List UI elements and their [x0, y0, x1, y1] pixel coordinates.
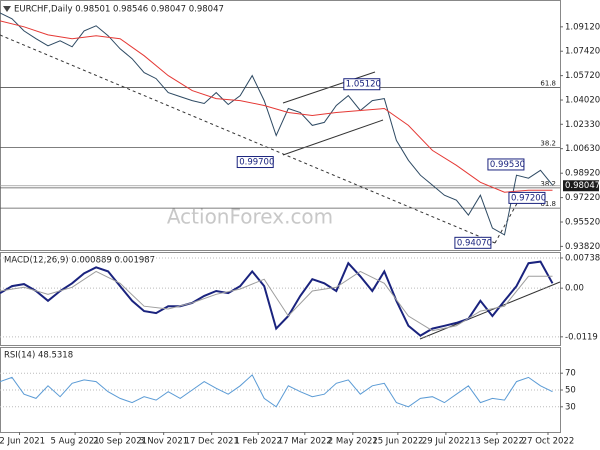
x-tick-label: 17 Mar 2022 [278, 437, 332, 447]
price-annotation-box [236, 156, 274, 169]
x-tick-label: 27 Oct 2022 [522, 437, 575, 447]
series-line [0, 260, 554, 337]
y-tick-label: -0.0119 [565, 332, 598, 342]
y-tick-label: 1.04020 [565, 96, 600, 106]
series-line [0, 20, 553, 193]
x-tick-label: 29 Jul 2022 [422, 437, 470, 447]
y-tick-label: 1.05720 [565, 71, 600, 81]
macd-panel [0, 252, 561, 346]
x-tick-label: 15 Jun 2022 [372, 437, 423, 447]
x-tick-label: 1 Feb 2022 [234, 437, 282, 447]
price-annotation-box [487, 158, 525, 171]
x-tick-label: 20 Sep 2021 [93, 437, 147, 447]
y-tick-label: 0.95520 [565, 218, 600, 228]
y-tick-label: 1.07420 [565, 47, 600, 57]
x-tick-label: 3 Nov 2021 [139, 437, 188, 447]
y-tick-label: 1.09120 [565, 22, 600, 32]
x-tick-label: 17 Dec 2021 [185, 437, 239, 447]
y-tick-label: 70 [565, 369, 576, 379]
price-annotation: 0.94070 [457, 238, 492, 248]
fib-label: 61.8 [540, 80, 556, 88]
price-annotation-box [508, 191, 546, 204]
fib-label: 38.2 [540, 180, 556, 188]
last-price-label: 0.98047 [565, 181, 600, 191]
channel-line [282, 119, 384, 156]
macd-title: MACD(12,26,9) 0.000889 0.001987 [4, 256, 155, 266]
price-annotation: 0.97200 [511, 193, 546, 203]
series-line [0, 270, 553, 332]
last-price-box [563, 180, 599, 192]
series-line [0, 12, 553, 236]
y-tick-label: 0.98920 [565, 169, 600, 179]
x-tick-label: 22 Jun 2021 [0, 437, 45, 447]
price-annotation: 0.99530 [490, 160, 525, 170]
y-tick-label: 1.02330 [565, 120, 600, 130]
x-tick-label: 13 Sep 2022 [470, 437, 524, 447]
y-tick-label: 0.97220 [565, 193, 600, 203]
x-tick-label: 2 May 2022 [328, 437, 378, 447]
series-line [0, 374, 553, 408]
price-panel [0, 0, 561, 251]
price-annotation-box [343, 78, 381, 91]
watermark: ActionForex.com [167, 205, 333, 229]
rsi-title: RSI(14) 48.5318 [4, 351, 73, 361]
y-tick-label: 1.00630 [565, 144, 600, 154]
x-tick-label: 5 Aug 2021 [51, 437, 100, 447]
price-annotation: 1.05120 [346, 80, 381, 90]
fib-label: 38.2 [540, 139, 556, 147]
fib-label: 61.8 [540, 200, 556, 208]
price-annotation: 0.99700 [239, 158, 274, 168]
symbol-icon [3, 6, 11, 12]
y-tick-label: 0.00 [565, 284, 584, 294]
macd-trend-line [419, 281, 561, 340]
price-annotation-box [454, 236, 492, 249]
chart-title: EURCHF,Daily 0.98501 0.98546 0.98047 0.9… [14, 5, 224, 15]
y-tick-label: 50 [565, 386, 576, 396]
y-tick-label: 0.007384 [565, 253, 600, 263]
y-tick-label: 0.93820 [565, 242, 600, 252]
y-tick-label: 30 [565, 402, 576, 412]
